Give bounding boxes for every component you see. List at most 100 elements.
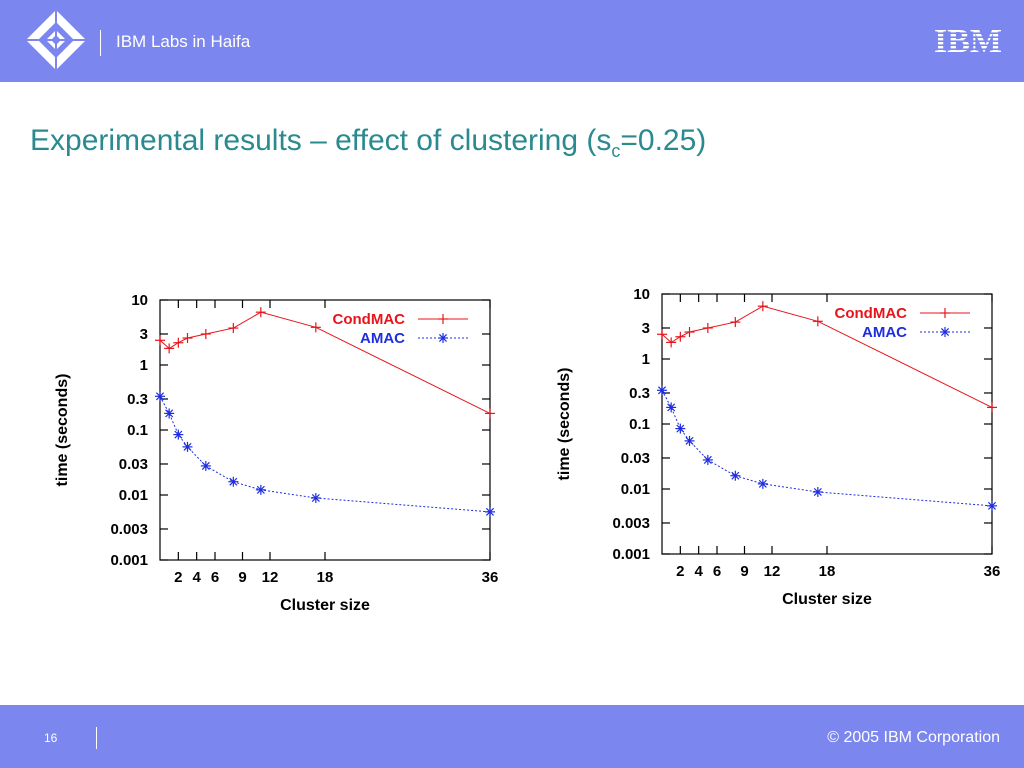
data-point-condmac xyxy=(200,328,211,339)
data-point-condmac xyxy=(730,317,741,328)
y-tick-label: 0.03 xyxy=(119,456,148,473)
x-tick-label: 18 xyxy=(819,563,836,580)
slide-title: Experimental results – effect of cluster… xyxy=(30,124,706,162)
y-tick-label: 0.1 xyxy=(629,416,650,433)
marker-stroke xyxy=(813,487,822,496)
data-point-condmac xyxy=(684,327,695,338)
data-point-condmac xyxy=(155,335,165,346)
data-point-condmac xyxy=(657,329,667,340)
ibm-logo: IBM xyxy=(934,23,1002,56)
marker-stroke xyxy=(201,461,210,470)
data-point-condmac xyxy=(812,316,823,327)
page-number: 16 xyxy=(44,731,58,745)
y-tick-label: 1 xyxy=(140,357,148,374)
data-point-condmac xyxy=(702,322,713,333)
x-tick-label: 9 xyxy=(238,569,246,586)
x-axis-label: Cluster size xyxy=(782,591,872,608)
data-point-amac xyxy=(657,385,667,396)
marker-stroke xyxy=(256,485,265,494)
y-tick-label: 0.01 xyxy=(119,487,148,504)
data-point-amac xyxy=(675,423,686,434)
x-tick-label: 4 xyxy=(694,563,703,580)
series-line-amac xyxy=(661,390,993,507)
data-point-amac xyxy=(155,391,165,402)
data-point-amac xyxy=(666,402,677,413)
copyright: © 2005 IBM Corporation xyxy=(827,729,1000,746)
marker-stroke xyxy=(685,436,694,445)
marker-stroke xyxy=(667,403,676,412)
legend-label-condmac: CondMAC xyxy=(835,305,908,322)
data-point-amac xyxy=(164,408,175,419)
marker-stroke xyxy=(758,479,767,488)
data-point-condmac xyxy=(987,402,997,413)
data-point-amac xyxy=(987,500,997,511)
x-tick-label: 2 xyxy=(676,563,684,580)
marker-stroke xyxy=(485,507,495,516)
series-line-condmac xyxy=(661,305,993,408)
legend-marker-amac xyxy=(940,327,950,337)
marker-stroke xyxy=(731,471,740,480)
data-point-condmac xyxy=(675,331,686,342)
y-tick-label: 0.3 xyxy=(629,385,650,402)
data-point-condmac xyxy=(228,323,239,334)
x-tick-label: 12 xyxy=(764,563,781,580)
legend-label-amac: AMAC xyxy=(862,324,907,341)
legend-label-condmac: CondMAC xyxy=(333,311,406,328)
y-tick-label: 0.01 xyxy=(621,481,650,498)
x-tick-label: 9 xyxy=(740,563,748,580)
plot-frame xyxy=(661,293,993,555)
x-tick-label: 4 xyxy=(192,569,201,586)
y-tick-label: 0.001 xyxy=(110,552,148,569)
marker-stroke xyxy=(174,430,183,439)
data-point-condmac xyxy=(757,301,768,312)
data-point-condmac xyxy=(255,307,266,318)
plot-frame xyxy=(159,299,491,561)
footer-bar: 16 © 2005 IBM Corporation xyxy=(0,705,1024,768)
x-tick-label: 2 xyxy=(174,569,182,586)
chart-right: 0.001 0.003 0.01 0.03 0.1 0.3 1 3 10 2 4 6 9 12 18 36 Cl… xyxy=(556,286,1001,608)
y-tick-label: 3 xyxy=(642,320,650,337)
data-point-amac xyxy=(200,460,211,471)
x-axis-label: Cluster size xyxy=(280,597,370,614)
slide-title-subscript: c xyxy=(611,141,621,161)
series-line-condmac xyxy=(159,311,491,414)
marker-stroke xyxy=(676,424,685,433)
legend-marker-condmac xyxy=(438,314,448,324)
data-point-condmac xyxy=(310,322,321,333)
marker-stroke xyxy=(657,386,667,395)
x-tick-label: 12 xyxy=(262,569,279,586)
header-bar: IBM Labs in Haifa IBM xyxy=(0,0,1024,82)
data-point-amac xyxy=(485,506,495,517)
y-tick-label: 0.03 xyxy=(621,450,650,467)
y-tick-label: 10 xyxy=(633,286,650,303)
chart-left: 0.001 0.003 0.01 0.03 0.1 0.3 1 3 10 2 4 6 9 12 18 36 Cl… xyxy=(54,292,499,614)
data-point-amac xyxy=(684,435,695,446)
marker-stroke xyxy=(183,442,192,451)
data-point-amac xyxy=(255,484,266,495)
y-tick-label: 1 xyxy=(642,351,650,368)
marker-stroke xyxy=(311,493,320,502)
y-tick-label: 3 xyxy=(140,326,148,343)
y-tick-label: 10 xyxy=(131,292,148,309)
y-tick-label: 0.003 xyxy=(110,521,148,538)
data-point-condmac xyxy=(666,337,677,348)
data-point-amac xyxy=(702,454,713,465)
y-tick-label: 0.3 xyxy=(127,391,148,408)
legend-label-amac: AMAC xyxy=(360,330,405,347)
legend-marker-condmac xyxy=(940,308,950,318)
slide-title-main: Experimental results – effect of cluster… xyxy=(30,124,612,157)
y-tick-label: 0.001 xyxy=(612,546,650,563)
y-tick-label: 0.1 xyxy=(127,422,148,439)
x-tick-label: 36 xyxy=(482,569,499,586)
y-tick-label: 0.003 xyxy=(612,515,650,532)
x-tick-label: 36 xyxy=(984,563,1001,580)
data-point-amac xyxy=(730,470,741,481)
data-point-condmac xyxy=(164,343,175,354)
data-point-condmac xyxy=(173,337,184,348)
marker-stroke xyxy=(703,455,712,464)
marker-stroke xyxy=(438,333,448,343)
header-divider xyxy=(100,30,101,56)
data-point-amac xyxy=(757,478,768,489)
x-tick-label: 6 xyxy=(713,563,721,580)
marker-stroke xyxy=(940,327,950,337)
